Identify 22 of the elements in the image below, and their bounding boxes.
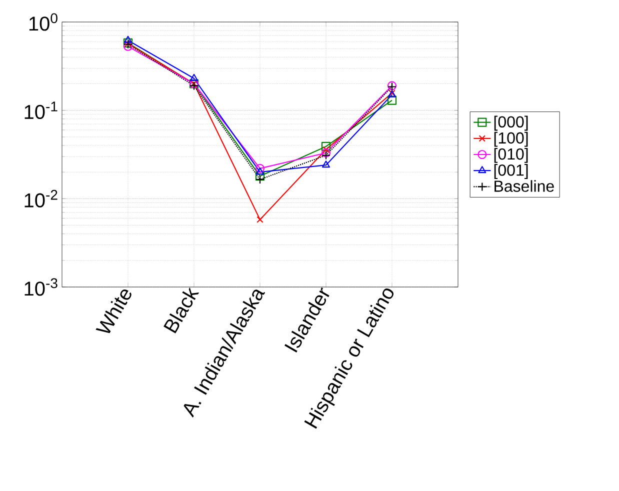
y-tick-label: 10$^{-3}$ xyxy=(24,278,58,296)
y-tick-label: 10$^{-1}$ xyxy=(24,102,58,120)
legend-label: Baseline xyxy=(494,180,554,192)
point xyxy=(255,164,265,173)
legend-label: [100] xyxy=(494,132,528,147)
point xyxy=(321,150,331,160)
point xyxy=(190,74,198,81)
point xyxy=(124,36,132,43)
point xyxy=(256,216,264,223)
legend-label: [001] xyxy=(494,164,528,179)
point xyxy=(321,148,331,158)
legend-label: [010] xyxy=(494,148,528,163)
point xyxy=(255,174,265,184)
y-tick-label: 10$^{-2}$ xyxy=(24,190,58,208)
y-tick-label: 10$^{0}$ xyxy=(29,13,58,31)
point xyxy=(255,172,265,181)
legend-label: [000] xyxy=(494,116,528,131)
point xyxy=(322,146,330,153)
point xyxy=(322,160,330,168)
point xyxy=(321,142,331,152)
point xyxy=(387,96,397,105)
point xyxy=(256,168,264,175)
